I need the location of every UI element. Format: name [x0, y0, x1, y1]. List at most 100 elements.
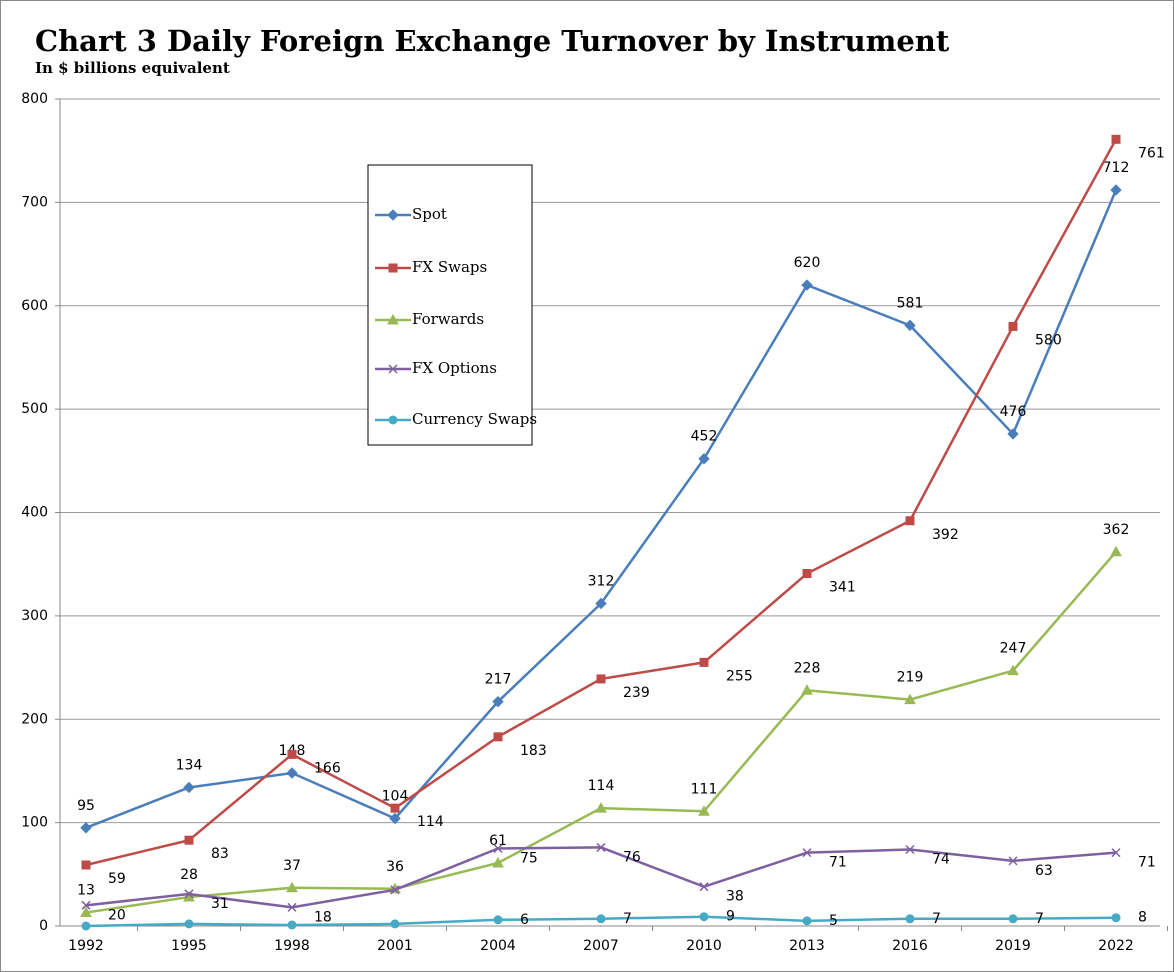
marker: [286, 767, 298, 779]
marker: [905, 914, 915, 924]
marker: [1008, 856, 1018, 866]
marker: [287, 902, 297, 912]
marker: [698, 805, 710, 816]
marker: [81, 860, 91, 870]
data-label: 28: [180, 867, 198, 883]
x-tick-label: 1992: [68, 938, 104, 954]
data-label: 341: [829, 579, 856, 595]
marker: [596, 914, 606, 924]
marker: [1110, 184, 1122, 196]
data-label: 5: [829, 913, 838, 929]
data-label: 37: [283, 858, 301, 874]
marker: [596, 674, 606, 684]
x-tick-label: 2001: [377, 938, 413, 954]
marker: [1111, 848, 1121, 858]
x-tick-label: 2013: [789, 938, 825, 954]
data-label: 183: [520, 743, 547, 759]
marker: [802, 916, 812, 926]
marker: [802, 568, 812, 578]
data-label: 228: [794, 660, 821, 676]
data-label: 312: [588, 573, 615, 589]
data-label: 104: [382, 788, 409, 804]
marker: [183, 781, 195, 794]
marker: [388, 263, 398, 273]
marker: [698, 453, 710, 465]
y-tick-label: 800: [21, 91, 48, 107]
data-label: 114: [417, 814, 444, 830]
y-tick-label: 700: [21, 194, 48, 210]
data-label: 74: [932, 852, 950, 868]
marker: [80, 822, 92, 834]
marker: [699, 657, 709, 667]
data-label: 31: [211, 896, 229, 912]
marker: [699, 882, 709, 892]
marker: [493, 915, 503, 925]
data-label: 166: [314, 760, 341, 776]
data-label: 580: [1035, 332, 1062, 348]
data-label: 247: [1000, 641, 1027, 657]
marker: [390, 919, 400, 929]
marker: [905, 516, 915, 526]
data-label: 8: [1138, 910, 1147, 926]
data-label: 36: [386, 859, 404, 875]
data-label: 71: [829, 855, 847, 871]
data-label: 217: [485, 672, 512, 688]
legend-label: Forwards: [412, 310, 484, 328]
marker: [1111, 134, 1121, 144]
data-label: 95: [77, 798, 95, 814]
data-label: 63: [1035, 863, 1053, 879]
x-tick-label: 2007: [583, 938, 619, 954]
x-tick-label: 2022: [1098, 938, 1134, 954]
marker: [287, 749, 297, 759]
data-label: 83: [211, 846, 229, 862]
data-label: 20: [108, 907, 126, 923]
legend-label: Currency Swaps: [412, 410, 537, 428]
data-label: 76: [623, 849, 641, 865]
marker: [492, 695, 504, 708]
data-label: 7: [623, 911, 632, 927]
marker: [1007, 664, 1019, 676]
data-label: 6: [520, 912, 529, 928]
data-label: 255: [726, 668, 753, 684]
legend-label: FX Swaps: [412, 258, 487, 276]
data-label: 114: [588, 778, 615, 794]
data-label: 38: [726, 889, 744, 905]
data-label: 581: [897, 295, 924, 311]
data-label: 362: [1103, 522, 1130, 538]
marker: [493, 843, 503, 853]
chart-subtitle: In $ billions equivalent: [35, 59, 230, 77]
data-label: 620: [794, 255, 821, 271]
data-label: 476: [1000, 404, 1027, 420]
marker: [286, 881, 298, 893]
marker: [595, 597, 607, 610]
marker: [595, 802, 607, 813]
data-label: 452: [691, 429, 718, 445]
data-label: 7: [1035, 911, 1044, 927]
data-label: 134: [176, 757, 203, 773]
marker: [699, 912, 709, 922]
marker: [905, 844, 915, 855]
marker: [1008, 914, 1018, 924]
marker: [904, 319, 916, 332]
data-label: 61: [489, 833, 507, 849]
data-label: 392: [932, 527, 959, 543]
marker: [1111, 913, 1121, 923]
marker: [1008, 321, 1018, 331]
marker: [388, 364, 398, 374]
data-label: 75: [520, 850, 538, 866]
data-label: 239: [623, 685, 650, 701]
x-tick-label: 2019: [995, 938, 1031, 954]
data-label: 9: [726, 909, 735, 925]
marker: [801, 684, 813, 695]
data-label: 71: [1138, 855, 1156, 871]
marker: [492, 856, 504, 868]
data-label: 761: [1138, 145, 1165, 161]
data-label: 7: [932, 911, 941, 927]
y-tick-label: 500: [21, 401, 48, 417]
x-tick-label: 2004: [480, 938, 516, 954]
marker: [184, 889, 194, 899]
marker: [184, 835, 194, 845]
marker: [904, 693, 916, 705]
x-tick-label: 1995: [171, 938, 207, 954]
